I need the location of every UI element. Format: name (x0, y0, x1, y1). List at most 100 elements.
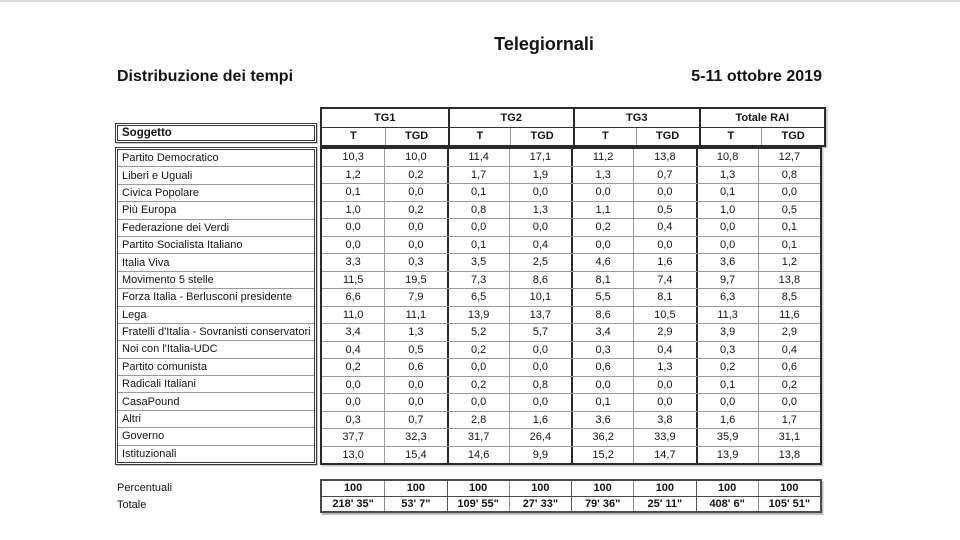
data-cell: 15,4 (384, 446, 446, 463)
data-cell: 1,2 (345, 168, 361, 181)
data-cell: 3,6 (571, 411, 633, 428)
table-body: 10,3 10,0 11,4 17,1 11,2 13,8 10,8 12,7 … (320, 147, 822, 465)
data-cell: 12,7 (757, 149, 820, 166)
row-label: Forza Italia - Berlusconi presidente (118, 288, 314, 305)
data-cell: 3,8 (633, 411, 695, 428)
data-cell: 9,9 (508, 446, 571, 463)
data-cell: 1,7 (757, 411, 820, 428)
total-cell: 53' 7" (384, 496, 446, 511)
data-cell: 3,4 (571, 324, 633, 341)
group-header-cell: TG2 (447, 109, 574, 127)
data-cell: 0,1 (695, 184, 758, 201)
data-cell: 0,1 (757, 219, 820, 236)
data-cell: 0,1 (446, 184, 509, 201)
data-cell: 0,1 (571, 394, 633, 411)
group-header-row: TG1 TG2 TG3 Totale RAI (322, 109, 824, 128)
data-cell: 0,0 (695, 394, 758, 411)
table-row: 10,3 10,0 11,4 17,1 11,2 13,8 10,8 12,7 (322, 149, 820, 166)
table-row: 0,0 0,0 0,0 0,0 0,2 0,4 0,0 0,1 (322, 218, 820, 236)
column-header-t: T (698, 127, 762, 145)
total-cell: 25' 11" (633, 496, 695, 511)
data-cell: 0,3 (345, 413, 361, 426)
data-cell: 19,5 (384, 271, 446, 288)
data-cell: 0,0 (446, 219, 509, 236)
total-cell: 408' 6" (695, 496, 758, 511)
row-label: Federazione dei Verdi (118, 218, 314, 236)
data-cell: 15,2 (571, 446, 633, 463)
data-cell: 1,3 (508, 201, 571, 218)
total-cell: 109' 55" (446, 496, 509, 511)
data-cell: 0,8 (508, 376, 571, 393)
data-cell: 0,2 (571, 219, 633, 236)
table-row: 13,0 15,4 14,6 9,9 15,2 14,7 13,9 13,8 (322, 445, 820, 463)
subheader-row: T TGD T TGD T TGD T TGD (322, 127, 824, 145)
total-cell: 218' 35" (332, 497, 374, 510)
data-cell: 8,5 (757, 289, 820, 306)
table-row: 1,0 0,2 0,8 1,3 1,1 0,5 1,0 0,5 (322, 200, 820, 218)
data-cell: 0,0 (345, 221, 361, 234)
data-cell: 13,8 (633, 149, 695, 166)
table-header-box: TG1 TG2 TG3 Totale RAI T TGD T TGD T TGD… (320, 107, 826, 147)
data-cell: 0,0 (508, 219, 571, 236)
data-cell: 0,0 (571, 376, 633, 393)
row-label: Italia Viva (118, 253, 314, 270)
percent-cell: 100 (571, 481, 633, 496)
data-cell: 0,2 (446, 341, 509, 358)
data-cell: 0,6 (571, 359, 633, 376)
data-cell: 0,2 (757, 376, 820, 393)
data-cell: 0,6 (757, 359, 820, 376)
column-header-t: T (447, 127, 511, 145)
data-cell: 0,1 (345, 186, 361, 199)
group-header-cell: TG1 (374, 111, 396, 124)
data-cell: 0,7 (633, 166, 695, 183)
data-cell: 8,1 (633, 289, 695, 306)
data-cell: 0,3 (384, 254, 446, 271)
data-cell: 13,9 (695, 446, 758, 463)
table-row: 37,7 32,3 31,7 26,4 36,2 33,9 35,9 31,1 (322, 428, 820, 446)
data-cell: 0,4 (633, 341, 695, 358)
data-cell: 10,8 (695, 149, 758, 166)
data-cell: 14,6 (446, 446, 509, 463)
data-cell: 1,6 (633, 254, 695, 271)
column-header-tgd: TGD (384, 127, 448, 145)
table-row: 0,0 0,0 0,2 0,8 0,0 0,0 0,1 0,2 (322, 375, 820, 393)
data-cell: 10,5 (633, 306, 695, 323)
table-row: 3,3 0,3 3,5 2,5 4,6 1,6 3,6 1,2 (322, 253, 820, 271)
row-label: Movimento 5 stelle (118, 270, 314, 288)
data-cell: 0,3 (695, 341, 758, 358)
percent-cell: 100 (757, 481, 820, 496)
data-cell: 0,0 (446, 394, 509, 411)
row-label: Più Europa (118, 201, 314, 218)
data-cell: 3,9 (695, 324, 758, 341)
data-cell: 0,2 (384, 166, 446, 183)
data-cell: 13,8 (757, 271, 820, 288)
data-cell: 3,4 (345, 326, 361, 339)
data-cell: 0,0 (446, 359, 509, 376)
data-cell: 2,5 (508, 254, 571, 271)
column-header-tgd: TGD (635, 127, 699, 145)
data-cell: 0,5 (633, 201, 695, 218)
data-cell: 0,8 (446, 201, 509, 218)
data-cell: 32,3 (384, 429, 446, 446)
data-cell: 1,9 (508, 166, 571, 183)
data-cell: 11,1 (384, 306, 446, 323)
row-label: Noi con l'Italia-UDC (118, 340, 314, 357)
data-cell: 0,0 (345, 378, 361, 391)
group-header-cell: Totale RAI (698, 109, 825, 127)
data-cell: 0,1 (446, 236, 509, 253)
data-cell: 0,0 (345, 238, 361, 251)
data-cell: 0,4 (633, 219, 695, 236)
data-cell: 0,0 (384, 184, 446, 201)
window-top-border (0, 0, 960, 2)
column-header-t: T (350, 130, 357, 143)
data-cell: 0,0 (695, 219, 758, 236)
row-label: Governo (118, 427, 314, 444)
data-cell: 0,4 (508, 236, 571, 253)
data-cell: 1,1 (571, 201, 633, 218)
table-row: 0,2 0,6 0,0 0,0 0,6 1,3 0,2 0,6 (322, 358, 820, 376)
data-cell: 1,6 (695, 411, 758, 428)
data-cell: 11,4 (446, 149, 509, 166)
total-cell: 27' 33" (508, 496, 571, 511)
data-cell: 0,0 (633, 236, 695, 253)
data-cell: 0,5 (757, 201, 820, 218)
